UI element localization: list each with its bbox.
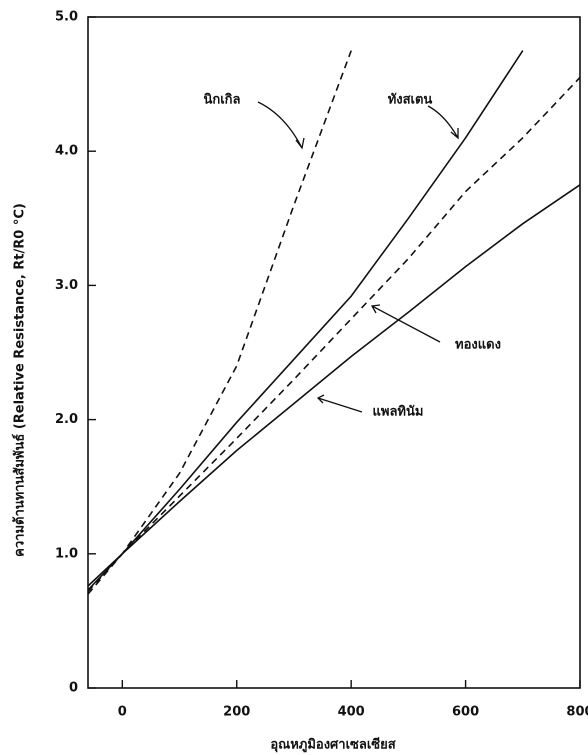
y-tick-label: 5.0: [55, 10, 78, 25]
y-axis-label: ความต้านทานสัมพันธ์ (Relative Resistance…: [12, 203, 28, 557]
x-tick-label: 0: [118, 705, 127, 720]
x-tick-label: 600: [452, 705, 479, 720]
arrow: [258, 102, 304, 148]
y-tick-label: 2.0: [55, 412, 78, 427]
chart: อุณหภูมิองศาเซลเซียส ความต้านทานสัมพันธ์…: [0, 0, 588, 755]
x-tick-label: 200: [223, 705, 250, 720]
y-tick-label: 1.0: [55, 546, 78, 561]
x-tick-label: 800: [566, 705, 588, 720]
series-line: [88, 51, 351, 592]
x-axis-label: อุณหภูมิองศาเซลเซียส: [270, 737, 395, 753]
y-tick-label: 3.0: [55, 278, 78, 293]
series-label: นิกเกิล: [203, 93, 240, 108]
series-label: แพลทินัม: [373, 405, 424, 420]
arrow: [318, 395, 362, 412]
series-line: [88, 77, 580, 594]
arrow: [428, 106, 458, 138]
series-label: ทังสเตน: [388, 93, 433, 108]
y-tick-label: 4.0: [55, 144, 78, 159]
x-tick-label: 400: [338, 705, 365, 720]
series-label: ทองแดง: [455, 338, 501, 353]
plot-frame: [88, 17, 580, 688]
series-line: [88, 185, 580, 586]
y-tick-label: 0: [69, 681, 78, 696]
arrow: [372, 305, 440, 342]
